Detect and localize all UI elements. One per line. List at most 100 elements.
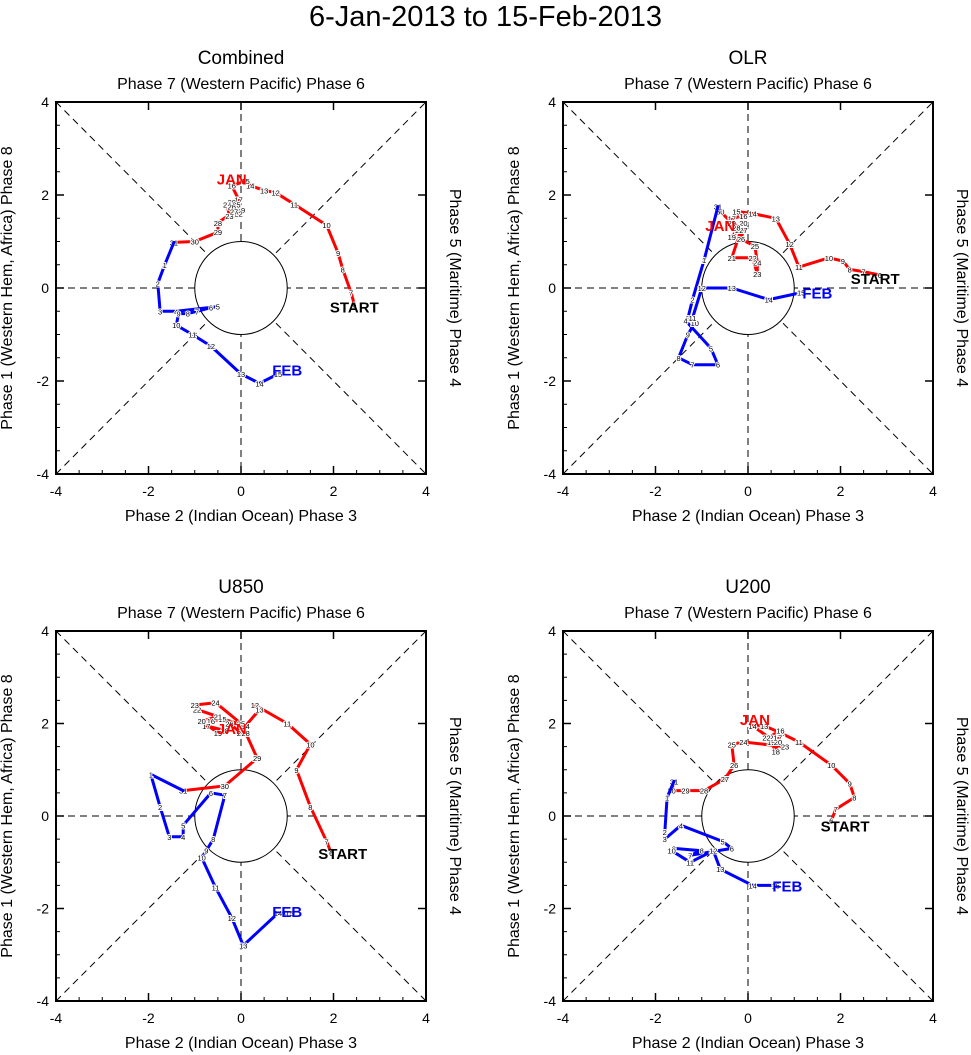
feb-series-day-label: 5	[216, 303, 220, 312]
jan-label: JAN	[217, 172, 247, 189]
diagonal-guide	[55, 630, 427, 1002]
x-tick-label: 2	[837, 1010, 845, 1026]
feb-series-day-label: 2	[663, 828, 667, 837]
jan-series-day-label: 6	[878, 271, 882, 280]
jan-series-day-label: 28	[732, 224, 740, 233]
jan-label: JAN	[705, 218, 735, 235]
left-axis-label: Phase 1 (Western Hem, Africa) Phase 8	[506, 146, 523, 429]
feb-series-day-label: 9	[672, 844, 676, 853]
jan-series-day-label: 21	[232, 203, 240, 212]
x-tick-label: -2	[649, 483, 662, 499]
jan-series-day-label: 25	[728, 740, 736, 749]
panel-u850: U850 Phase 7 (Western Pacific) Phase 6 Pha…	[0, 577, 463, 1052]
jan-series-day-label: 28	[214, 219, 222, 228]
y-tick-label: -4	[37, 466, 50, 482]
start-label: START	[821, 818, 870, 835]
y-tick-label: -2	[37, 901, 50, 917]
jan-series-line	[181, 701, 333, 855]
left-axis-label: Phase 1 (Western Hem, Africa) Phase 8	[0, 146, 16, 429]
feb-series-day-label: 12	[709, 847, 717, 856]
jan-series-day-label: 17	[235, 196, 243, 205]
feb-series-day-label: 11	[689, 314, 697, 323]
jan-series-day-label: 7	[349, 289, 353, 298]
feb-series-day-label: 11	[189, 331, 197, 340]
jan-series-day-label: 9	[841, 257, 845, 266]
x-tick-label: -4	[50, 1010, 63, 1026]
jan-series-day-label: 26	[228, 203, 236, 212]
y-tick-label: -4	[544, 466, 557, 482]
y-tick-label: -2	[544, 901, 557, 917]
right-axis-label: Phase 5 (Maritime) Phase 4	[953, 189, 970, 387]
jan-series-day-label: 30	[716, 207, 724, 216]
feb-series-day-label: 13	[237, 370, 245, 379]
feb-label: FEB	[272, 362, 302, 379]
feb-series-day-label: 9	[686, 331, 690, 340]
jan-series-day-label: 19	[728, 233, 736, 242]
feb-series-day-label: 8	[211, 835, 215, 844]
x-tick-label: -4	[557, 1010, 570, 1026]
feb-series-day-label: 14	[274, 909, 282, 918]
top-axis-label: Phase 7 (Western Pacific) Phase 6	[624, 605, 872, 622]
feb-series-day-label: 12	[207, 342, 215, 351]
x-tick-label: 0	[744, 1010, 752, 1026]
jan-series-day-label: 26	[737, 235, 745, 244]
feb-series-day-label: 1	[665, 794, 669, 803]
jan-series-day-label: 14	[748, 210, 756, 219]
feb-series-day-label: 6	[209, 304, 213, 313]
jan-series-day-label: 27	[721, 775, 729, 784]
x-tick-label: 4	[929, 1010, 937, 1026]
figure-title: 6-Jan-2013 to 15-Feb-2013	[308, 1, 663, 33]
jan-series-day-label: 22	[748, 254, 756, 263]
jan-series-day-label: 11	[795, 263, 803, 272]
feb-series-day-label: 11	[686, 858, 694, 867]
jan-series-day-label: 29	[214, 228, 222, 237]
y-tick-label: 4	[41, 94, 49, 110]
jan-series-day-label: 17	[202, 722, 210, 731]
jan-series-day-label: 27	[739, 226, 747, 235]
jan-series-day-label: 16	[776, 726, 784, 735]
jan-series-day-label: 11	[290, 200, 298, 209]
y-tick-label: -4	[544, 993, 557, 1009]
x-tick-label: -2	[649, 1010, 662, 1026]
jan-series-day-label: 19	[214, 729, 222, 738]
unit-circle	[194, 241, 288, 335]
jan-series-day-label: 7	[862, 268, 866, 277]
feb-series-day-label: 2	[158, 803, 162, 812]
feb-series-day-label: 4	[181, 833, 185, 842]
y-tick-label: 4	[41, 623, 49, 639]
feb-series-day-label: 3	[686, 314, 690, 323]
panel-title: Combined	[198, 48, 285, 69]
feb-series-day-label: 5	[720, 837, 724, 846]
feb-series-day-label: 14	[748, 881, 756, 890]
jan-series-day-label: 14	[241, 722, 249, 731]
jan-series-day-label: 15	[765, 733, 773, 742]
x-tick-label: 2	[330, 1010, 338, 1026]
feb-series-day-label: 1	[702, 256, 706, 265]
feb-series-day-label: 12	[698, 284, 706, 293]
feb-series-day-label: 13	[728, 284, 736, 293]
feb-series-day-label: 15	[797, 289, 805, 298]
jan-series-day-label: 9	[336, 249, 340, 258]
feb-series-day-label: 10	[198, 854, 206, 863]
feb-series-day-label: 9	[204, 847, 208, 856]
feb-series-day-label: 7	[195, 307, 199, 316]
unit-circle	[701, 769, 795, 863]
panel-title: U850	[218, 577, 263, 598]
feb-series-day-label: 12	[228, 914, 236, 923]
jan-series-day-label: 20	[228, 198, 236, 207]
jan-series-day-label: 22	[762, 733, 770, 742]
feb-series-day-label: 15	[274, 370, 282, 379]
jan-series-day-label: 19	[237, 206, 245, 215]
jan-series-day-label: 19	[767, 738, 775, 747]
jan-series-day-label: 18	[230, 203, 238, 212]
jan-series-day-label: 8	[848, 265, 852, 274]
jan-series-day-label: 12	[785, 240, 793, 249]
right-axis-label: Phase 5 (Maritime) Phase 4	[446, 717, 463, 915]
jan-series-day-label: 30	[221, 782, 229, 791]
jan-series-day-label: 16	[207, 717, 215, 726]
jan-series-day-label: 16	[228, 182, 236, 191]
y-tick-label: -2	[37, 373, 50, 389]
feb-label: FEB	[772, 878, 802, 895]
feb-series-day-label: 3	[158, 307, 162, 316]
jan-series-day-label: 10	[825, 254, 833, 263]
